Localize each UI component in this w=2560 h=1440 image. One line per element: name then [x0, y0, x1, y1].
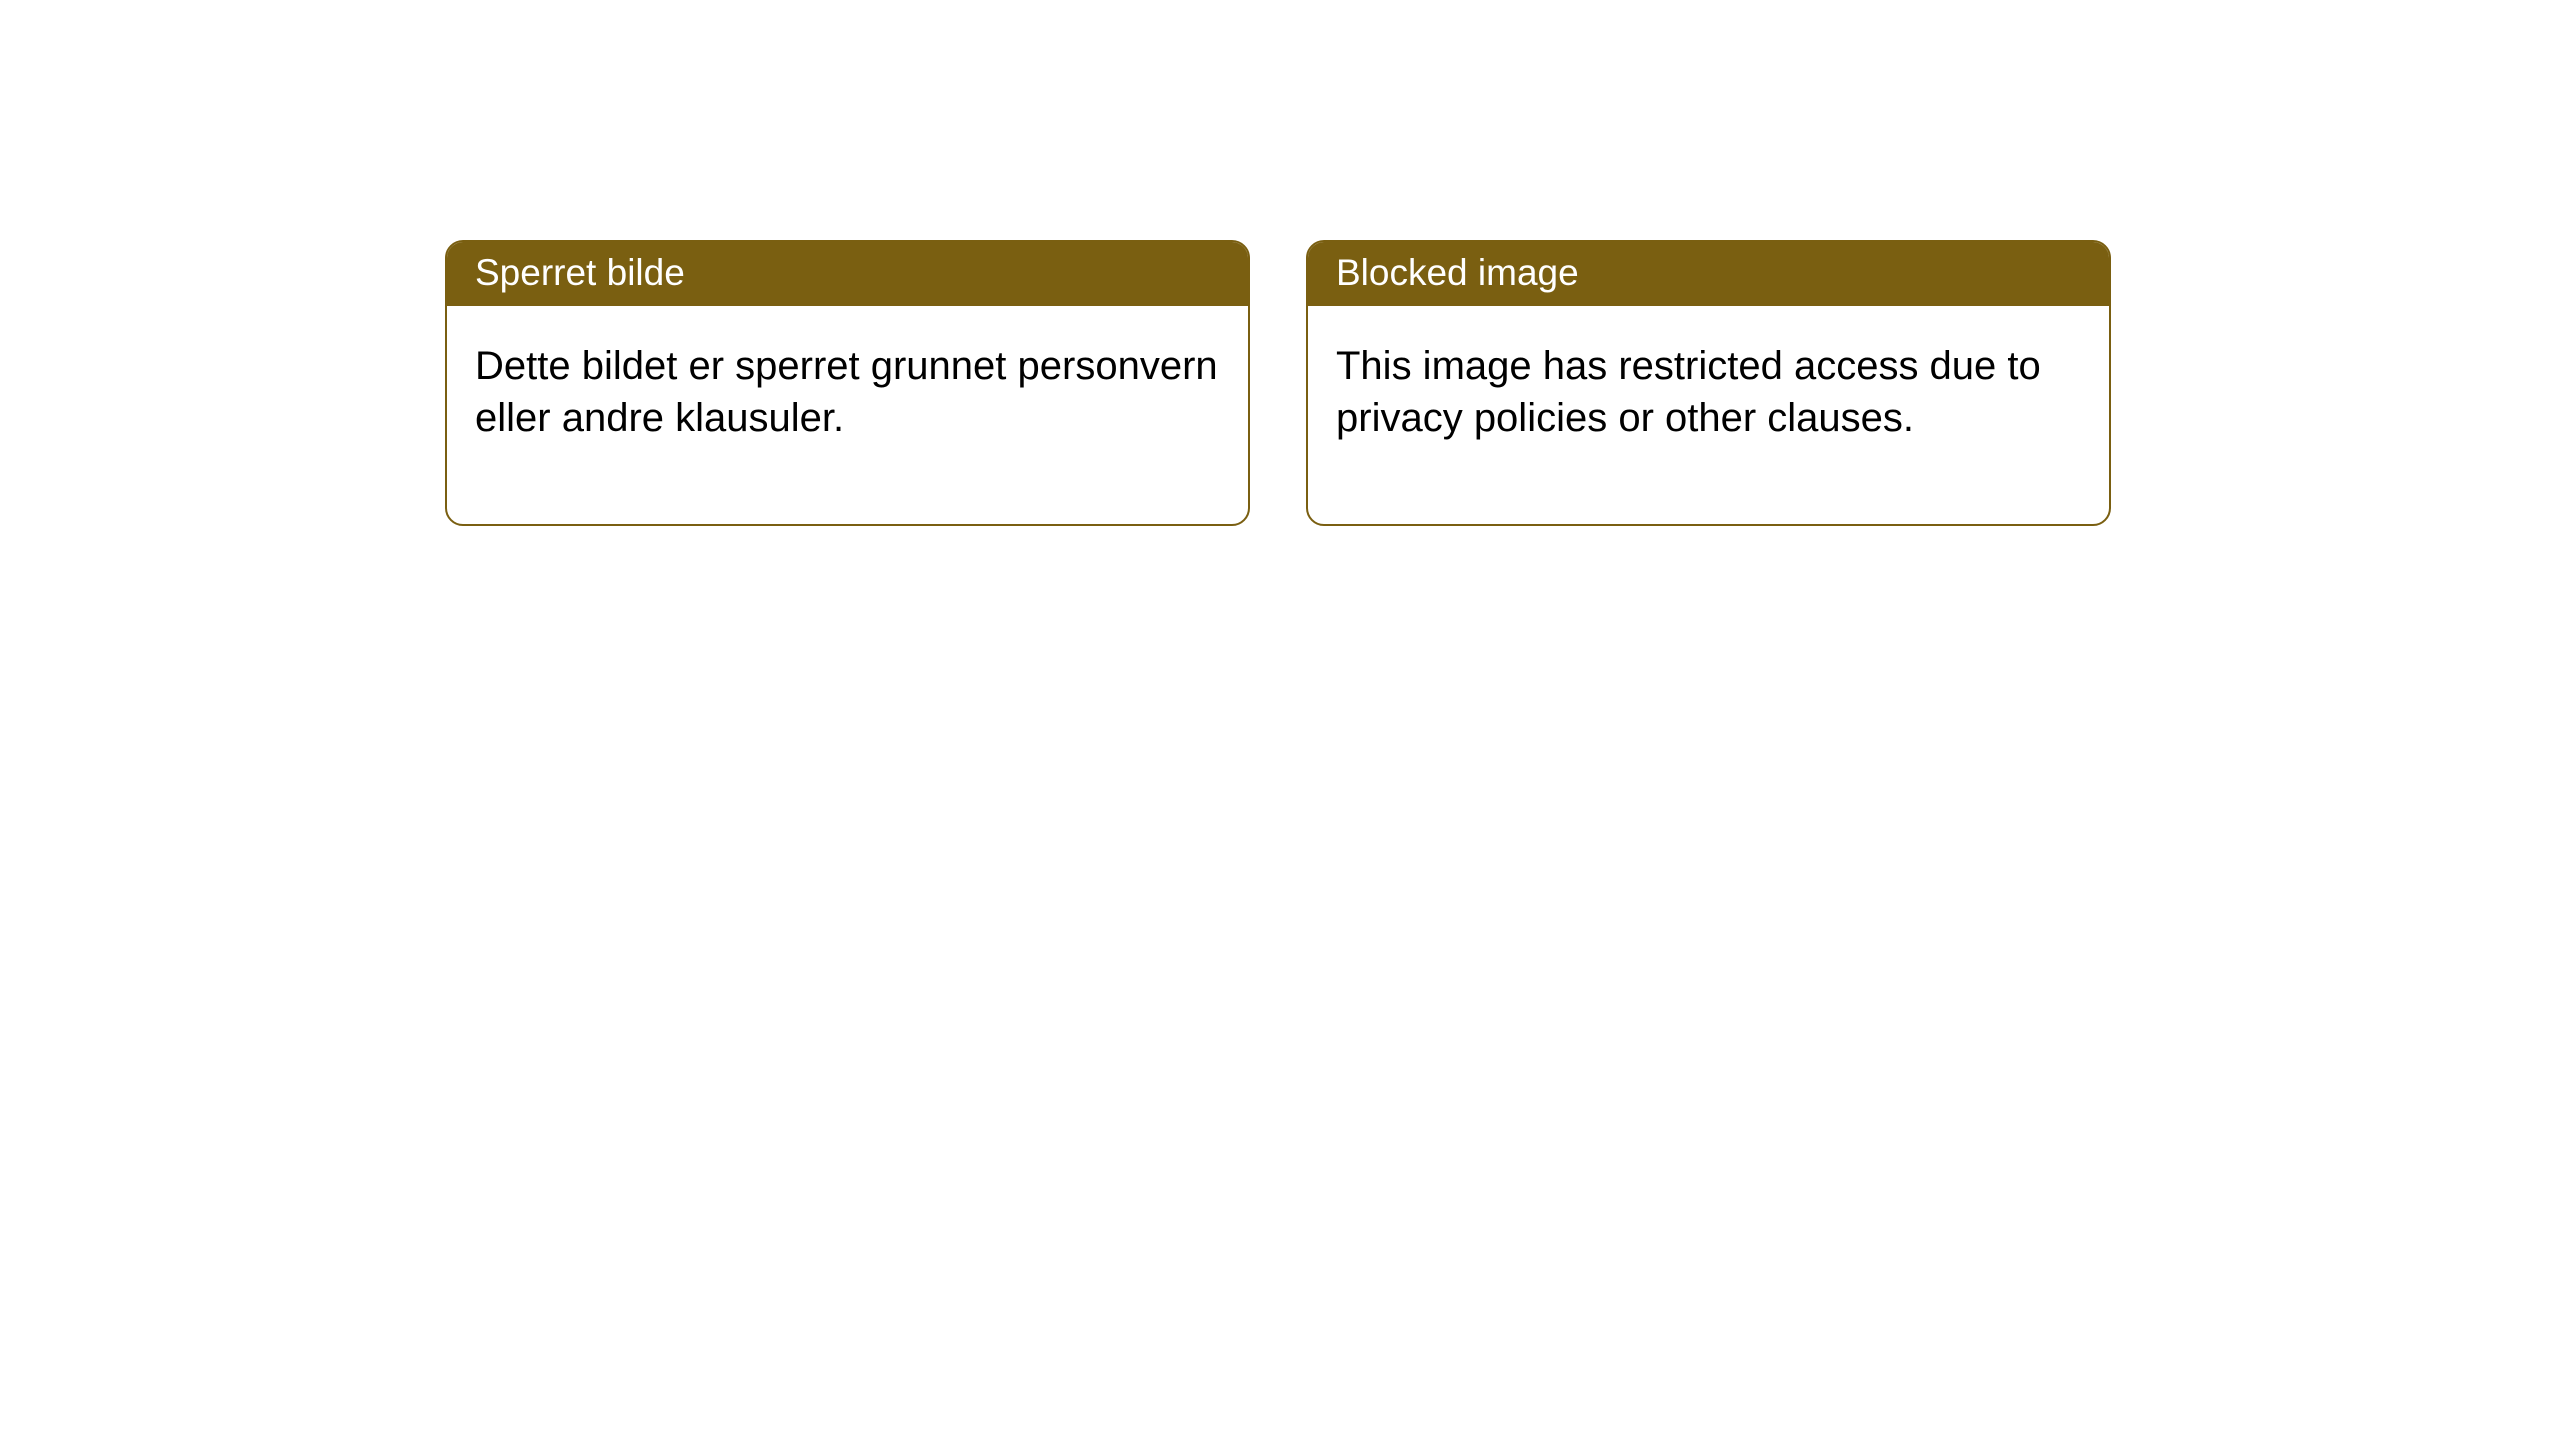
- notice-header: Sperret bilde: [447, 242, 1248, 306]
- notice-body: This image has restricted access due to …: [1308, 306, 2109, 524]
- notice-title: Sperret bilde: [475, 252, 685, 293]
- notice-body: Dette bildet er sperret grunnet personve…: [447, 306, 1248, 524]
- notice-body-text: Dette bildet er sperret grunnet personve…: [475, 344, 1218, 440]
- notice-box-english: Blocked image This image has restricted …: [1306, 240, 2111, 526]
- notice-box-norwegian: Sperret bilde Dette bildet er sperret gr…: [445, 240, 1250, 526]
- notice-title: Blocked image: [1336, 252, 1579, 293]
- notices-container: Sperret bilde Dette bildet er sperret gr…: [0, 0, 2560, 526]
- notice-header: Blocked image: [1308, 242, 2109, 306]
- notice-body-text: This image has restricted access due to …: [1336, 344, 2041, 440]
